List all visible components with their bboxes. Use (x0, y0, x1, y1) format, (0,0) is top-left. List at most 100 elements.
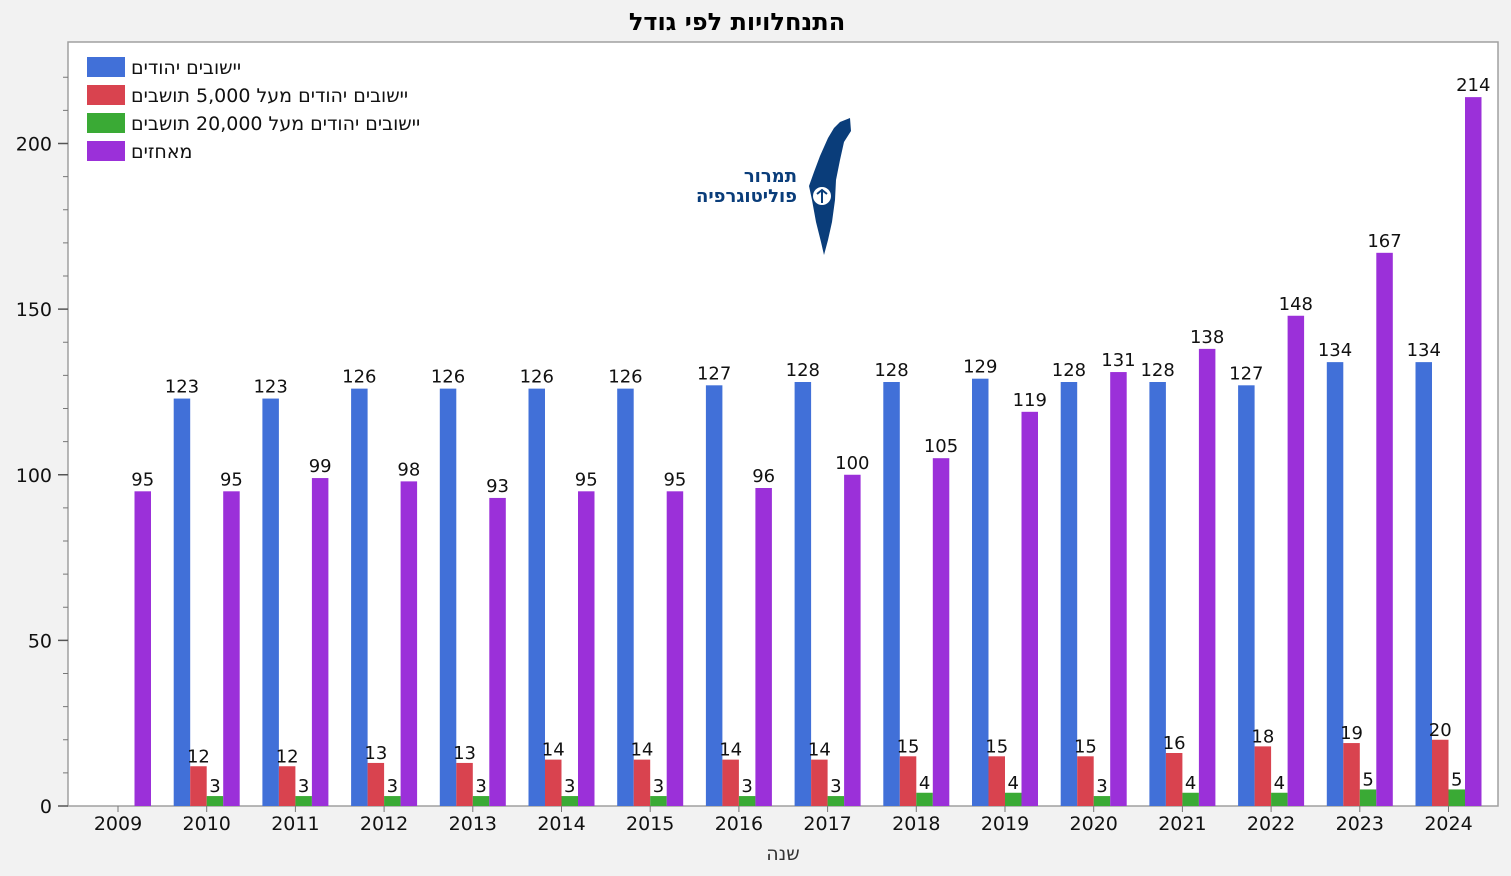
data-label: 3 (653, 776, 664, 797)
data-label: 16 (1163, 733, 1186, 754)
bar-2014-series-2 (561, 796, 578, 806)
bar-2020-series-0 (1060, 382, 1078, 806)
logo-line1: תמרור (744, 166, 797, 187)
bar-2018-series-1 (899, 756, 917, 806)
bar-2012-series-3 (400, 481, 418, 806)
data-label: 96 (752, 466, 775, 487)
legend-label: יישובים יהודים מעל 20,000 תושבים (131, 113, 420, 135)
data-label: 14 (719, 740, 742, 761)
bar-2012-series-1 (367, 762, 385, 806)
data-label: 128 (786, 360, 820, 381)
data-label: 134 (1318, 340, 1352, 361)
logo: תמרור פוליטוגרפיה (696, 118, 851, 255)
data-label: 4 (1274, 773, 1285, 794)
data-label: 4 (1008, 773, 1019, 794)
bar-2019-series-2 (1005, 792, 1022, 806)
bars (134, 97, 1482, 806)
bar-2014-series-1 (545, 759, 562, 806)
data-label: 129 (963, 357, 997, 378)
bar-2011-series-0 (262, 398, 279, 806)
data-label: 3 (741, 776, 752, 797)
y-tick-label: 0 (40, 796, 52, 818)
legend-label: מאחזים (131, 141, 192, 163)
x-tick-label: 2013 (449, 813, 497, 835)
bar-2010-series-1 (190, 766, 207, 806)
y-tick-label: 50 (28, 630, 52, 652)
bar-2015-series-1 (633, 759, 651, 806)
bar-2013-series-0 (439, 388, 457, 806)
x-tick-label: 2010 (183, 813, 231, 835)
data-label: 131 (1101, 350, 1135, 371)
bar-2009-series-3 (134, 491, 151, 806)
bar-2017-series-2 (827, 796, 845, 806)
legend-swatch (87, 57, 125, 77)
chart-title: התנחלויות לפי גודל (629, 8, 845, 36)
bar-2023-series-1 (1343, 743, 1360, 806)
data-label: 93 (486, 476, 509, 497)
bar-2020-series-1 (1077, 756, 1094, 806)
bar-2017-series-3 (844, 474, 861, 806)
bar-2011-series-2 (295, 796, 312, 806)
data-label: 127 (1229, 363, 1263, 384)
bar-2012-series-0 (351, 388, 368, 806)
data-label: 126 (608, 367, 642, 388)
bar-2021-series-1 (1165, 753, 1183, 806)
bar-2018-series-0 (883, 382, 900, 806)
bar-2017-series-1 (811, 759, 828, 806)
data-label: 95 (575, 469, 598, 490)
data-label: 18 (1251, 726, 1274, 747)
data-label: 95 (663, 469, 686, 490)
data-label: 14 (808, 740, 831, 761)
x-tick-label: 2024 (1424, 813, 1472, 835)
bar-2022-series-0 (1238, 385, 1255, 806)
x-tick-label: 2018 (892, 813, 940, 835)
bar-2012-series-2 (384, 796, 401, 806)
bar-2021-series-2 (1182, 792, 1199, 806)
data-label: 3 (564, 776, 575, 797)
data-label: 138 (1190, 327, 1224, 348)
data-label: 123 (253, 377, 287, 398)
x-tick-label: 2021 (1158, 813, 1206, 835)
x-tick-label: 2015 (626, 813, 674, 835)
bar-2015-series-3 (666, 491, 684, 806)
x-tick-label: 2023 (1336, 813, 1384, 835)
data-label: 126 (342, 367, 376, 388)
data-label: 3 (209, 776, 220, 797)
legend-label: יישובים יהודים מעל 5,000 תושבים (131, 85, 408, 107)
y-tick-label: 100 (16, 465, 52, 487)
data-label: 13 (453, 743, 476, 764)
bar-2020-series-3 (1110, 372, 1127, 806)
bar-2021-series-0 (1149, 382, 1166, 806)
x-tick-label: 2014 (537, 813, 585, 835)
bar-2011-series-1 (278, 766, 296, 806)
plot-area (67, 41, 1499, 807)
bar-2019-series-3 (1021, 411, 1038, 806)
bar-2024-series-3 (1465, 97, 1482, 806)
data-label: 128 (1140, 360, 1174, 381)
y-axis: 0 50 100 150 200 (16, 76, 68, 818)
data-label: 95 (131, 469, 154, 490)
bar-2018-series-2 (916, 792, 933, 806)
bar-2024-series-2 (1448, 789, 1465, 806)
x-tick-label: 2020 (1070, 813, 1118, 835)
data-label: 12 (187, 746, 210, 767)
x-tick-label: 2011 (271, 813, 319, 835)
data-label: 98 (397, 459, 420, 480)
data-label: 19 (1340, 723, 1363, 744)
bar-2023-series-0 (1326, 362, 1344, 806)
bar-2016-series-2 (738, 796, 756, 806)
data-label: 119 (1013, 390, 1047, 411)
x-axis: 2009 2010 2011 2012 2013 2014 2015 2016 2017 2018… (94, 806, 1473, 835)
data-label: 128 (1052, 360, 1086, 381)
data-label: 99 (309, 456, 332, 477)
data-label: 4 (919, 773, 930, 794)
data-labels: 9512312395123123991261339812613393126143… (131, 75, 1490, 797)
data-label: 127 (697, 363, 731, 384)
x-axis-title: שנה (766, 843, 799, 865)
data-label: 20 (1429, 720, 1452, 741)
bar-2020-series-2 (1093, 796, 1111, 806)
legend-swatch (87, 141, 125, 161)
x-tick-label: 2022 (1247, 813, 1295, 835)
bar-2011-series-3 (311, 478, 329, 806)
israel-map-icon (809, 118, 851, 255)
